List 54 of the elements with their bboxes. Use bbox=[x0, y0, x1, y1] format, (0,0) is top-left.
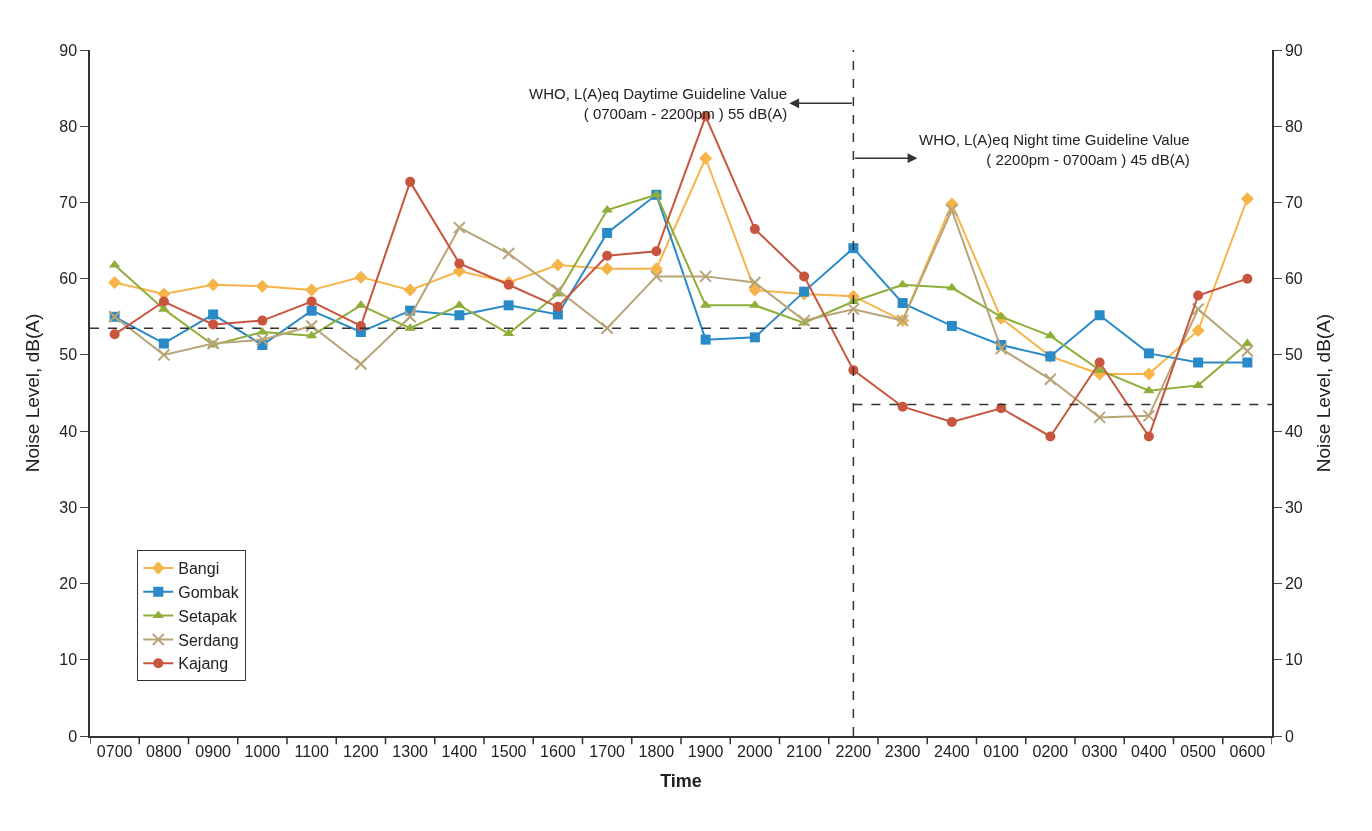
x-tick-label: 0100 bbox=[983, 742, 1020, 760]
x-tick-label: 0400 bbox=[1131, 742, 1167, 760]
x-tick-label: 1200 bbox=[343, 742, 379, 760]
annotation: WHO, L(A)eq Daytime Guideline Value ( 0700am - 2200pm ) 55 dB(A) bbox=[529, 85, 788, 122]
y2-tick-label: 40 bbox=[1284, 422, 1303, 440]
x-tick-label: 1800 bbox=[638, 742, 675, 760]
x-tick-label: 2100 bbox=[786, 742, 823, 760]
legend-label: Kajang bbox=[178, 655, 229, 673]
y-axis-title: Noise Level, dB(A) bbox=[21, 313, 43, 473]
x-tick-label: 2200 bbox=[835, 742, 872, 760]
x-tick-label: 1600 bbox=[540, 742, 576, 760]
y-tick-label: 40 bbox=[59, 422, 78, 440]
y2-tick-label: 90 bbox=[1284, 41, 1303, 59]
x-tick-label: 1300 bbox=[392, 742, 429, 760]
x-tick-label: 0900 bbox=[195, 742, 232, 760]
x-tick-label: 1900 bbox=[687, 742, 724, 760]
y-tick-label: 70 bbox=[59, 194, 78, 212]
x-tick-label: 0800 bbox=[146, 742, 182, 760]
y-tick-label: 10 bbox=[59, 651, 78, 669]
legend-label: Serdang bbox=[178, 631, 239, 649]
x-tick-label: 1000 bbox=[244, 742, 281, 760]
x-tick-label: 0500 bbox=[1180, 742, 1217, 760]
y2-tick-label: 0 bbox=[1284, 727, 1294, 745]
y2-tick-label: 50 bbox=[1284, 346, 1303, 364]
x-tick-label: 1100 bbox=[294, 742, 329, 760]
y2-tick-label: 70 bbox=[1284, 194, 1303, 212]
x-tick-label: 2000 bbox=[737, 742, 773, 760]
x-tick-label: 1500 bbox=[490, 742, 527, 760]
x-tick-label: 1400 bbox=[441, 742, 478, 760]
y-tick-label: 0 bbox=[68, 727, 78, 745]
y-tick-label: 30 bbox=[59, 498, 78, 516]
x-tick-label: 0700 bbox=[96, 742, 133, 760]
legend-label: Gombak bbox=[178, 584, 240, 602]
y2-tick-label: 10 bbox=[1284, 651, 1303, 669]
legend-label: Setapak bbox=[178, 607, 238, 625]
x-tick-label: 0200 bbox=[1032, 742, 1069, 760]
x-tick-label: 2300 bbox=[884, 742, 921, 760]
y2-tick-label: 80 bbox=[1284, 117, 1303, 135]
x-tick-label: 1700 bbox=[589, 742, 626, 760]
annotation: WHO, L(A)eq Night time Guideline Value ( 2200pm - 0700am ) 45 dB(A) bbox=[919, 131, 1190, 168]
x-tick-label: 0300 bbox=[1081, 742, 1118, 760]
legend-label: Bangi bbox=[178, 560, 220, 578]
y-tick-label: 60 bbox=[59, 270, 78, 288]
x-tick-label: 2400 bbox=[934, 742, 970, 760]
y-tick-label: 90 bbox=[59, 41, 78, 59]
y2-tick-label: 60 bbox=[1284, 270, 1303, 288]
x-tick-label: 0600 bbox=[1229, 742, 1266, 760]
y2-tick-label: 20 bbox=[1284, 575, 1303, 593]
y2-axis-title: Noise Level, dB(A) bbox=[1313, 313, 1335, 473]
y-tick-label: 80 bbox=[59, 117, 78, 135]
y2-tick-label: 30 bbox=[1284, 498, 1303, 516]
x-axis-title: Time bbox=[660, 770, 702, 791]
y-tick-label: 50 bbox=[59, 346, 78, 364]
y-tick-label: 20 bbox=[59, 575, 78, 593]
